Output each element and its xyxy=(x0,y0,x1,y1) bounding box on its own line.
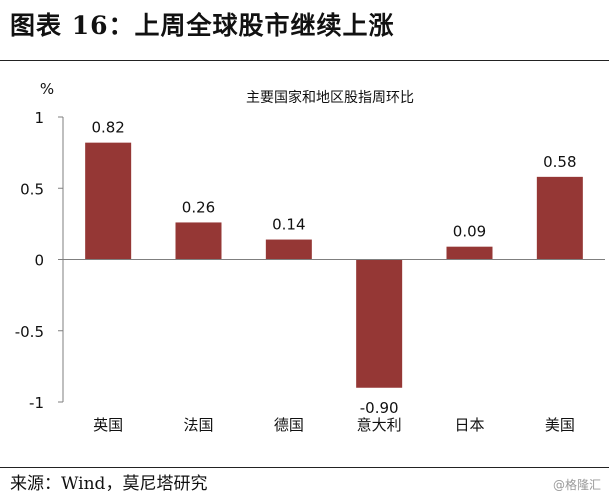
x-tick-label: 美国 xyxy=(545,416,575,434)
x-axis-labels: 英国 法国 德国 意大利 日本 美国 xyxy=(93,416,575,434)
top-rule xyxy=(0,60,609,61)
source-note: 来源：Wind，莫尼塔研究 xyxy=(10,474,208,494)
chart-title: 主要国家和地区股指周环比 xyxy=(246,89,414,106)
data-label: 0.14 xyxy=(272,216,305,234)
bar xyxy=(175,222,222,260)
x-tick-label: 英国 xyxy=(93,416,123,434)
bar-chart: 主要国家和地区股指周环比 % 1 0.5 0 -0.5 -1 0.82 0.26 0.14 -… xyxy=(15,80,605,434)
y-tick-label: -1 xyxy=(29,394,44,412)
data-label: 0.26 xyxy=(182,198,215,216)
data-label: -0.90 xyxy=(360,399,399,417)
x-tick-label: 意大利 xyxy=(357,416,402,434)
bottom-rule xyxy=(0,467,609,468)
bar-series: 0.82 0.26 0.14 -0.90 0.09 0.58 xyxy=(85,119,583,417)
data-label: 0.09 xyxy=(453,223,486,241)
data-label: 0.58 xyxy=(543,153,576,171)
y-tick-label: -0.5 xyxy=(15,323,44,341)
bar xyxy=(536,176,583,260)
x-tick-label: 日本 xyxy=(454,416,484,434)
y-axis-ticks: 1 0.5 0 -0.5 -1 xyxy=(15,109,63,412)
bar xyxy=(265,239,312,260)
y-tick-label: 0.5 xyxy=(20,180,44,198)
y-tick-label: 1 xyxy=(34,109,44,127)
bar xyxy=(356,259,403,388)
figure-title: 图表 16：上周全球股市继续上涨 xyxy=(10,11,395,40)
bar xyxy=(85,142,132,260)
bar xyxy=(446,246,493,260)
x-tick-label: 德国 xyxy=(274,416,304,434)
y-axis-unit-label: % xyxy=(40,80,54,98)
data-label: 0.82 xyxy=(91,119,124,137)
y-tick-label: 0 xyxy=(34,252,44,270)
watermark: @格隆汇 xyxy=(552,478,601,492)
x-tick-label: 法国 xyxy=(183,416,213,434)
